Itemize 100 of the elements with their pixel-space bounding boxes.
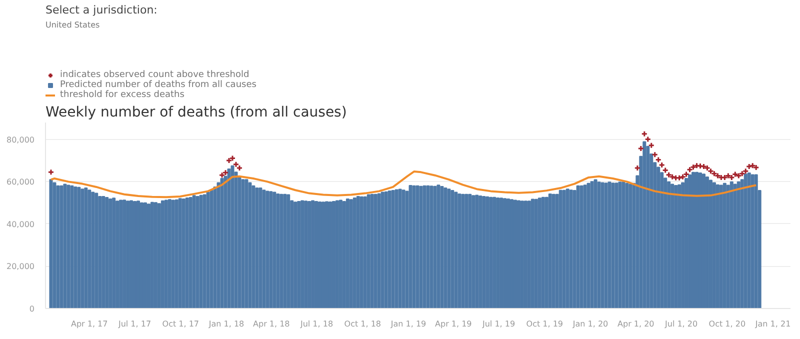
- bar: [618, 182, 622, 308]
- line-series: [50, 170, 758, 198]
- bar: [583, 184, 587, 308]
- bar: [611, 182, 615, 308]
- bar: [576, 185, 580, 308]
- point: [676, 174, 683, 182]
- bar: [244, 179, 248, 308]
- bar: [426, 185, 430, 308]
- bar: [199, 194, 203, 308]
- point: [735, 172, 742, 180]
- bar: [269, 191, 273, 308]
- point: [707, 168, 714, 174]
- point: [718, 174, 724, 181]
- x-tick-label: Oct 1, 19: [526, 320, 564, 328]
- bar: [622, 182, 626, 308]
- point: [652, 151, 658, 158]
- point: [680, 174, 686, 180]
- x-tick-label: Jul 1, 20: [664, 320, 698, 328]
- bar: [66, 184, 70, 308]
- point: [700, 163, 707, 170]
- y-tick-label: 60,000: [6, 178, 35, 187]
- bar: [255, 188, 259, 308]
- point: [738, 170, 746, 177]
- x-tick-label: Apr 1, 18: [253, 320, 290, 328]
- bar: [569, 190, 573, 308]
- bar: [750, 174, 754, 308]
- bar: [394, 189, 398, 308]
- text: United States: [46, 20, 100, 30]
- point: [662, 167, 669, 174]
- legend-label: indicates observed count above threshold: [60, 70, 250, 80]
- bar: [600, 182, 604, 308]
- bar: [416, 185, 420, 308]
- text: Select a jurisdiction:: [46, 4, 158, 16]
- x-tick-label: Apr 1, 20: [618, 320, 654, 328]
- bar: [136, 200, 140, 308]
- bar: [422, 185, 426, 308]
- point: [218, 172, 226, 178]
- legend-label: threshold for excess deaths: [60, 90, 184, 100]
- bar: [202, 194, 206, 308]
- bar: [384, 191, 388, 308]
- x-tick-label: Jul 1, 18: [299, 320, 334, 328]
- bar: [388, 190, 392, 308]
- point: [672, 174, 680, 182]
- bar: [230, 165, 234, 308]
- bar: [586, 182, 590, 308]
- bar: [402, 190, 406, 308]
- point: [710, 170, 718, 177]
- bar: [60, 185, 64, 308]
- bar: [444, 188, 448, 308]
- bar: [252, 185, 256, 308]
- bar: [440, 186, 444, 308]
- y-tick-label: 40,000: [6, 220, 35, 229]
- point: [714, 172, 721, 180]
- point: [641, 130, 648, 138]
- bar: [580, 185, 584, 308]
- bar: [248, 182, 252, 308]
- bar: [510, 199, 514, 308]
- point: [752, 164, 760, 171]
- x-tick-label: Oct 1, 17: [162, 320, 200, 328]
- bar: [391, 190, 395, 308]
- point: [721, 174, 728, 181]
- bar: [56, 185, 60, 308]
- bar: [454, 192, 458, 308]
- bar: [590, 181, 594, 308]
- bar: [625, 182, 629, 308]
- bar: [52, 182, 56, 308]
- point: [749, 162, 756, 169]
- point: [704, 164, 710, 172]
- point: [638, 145, 644, 152]
- y-tick-label: 80,000: [6, 135, 35, 144]
- x-tick-label: Jan 1, 19: [390, 320, 426, 328]
- x-tick-label: Jan 1, 21: [754, 320, 791, 328]
- point: [724, 172, 732, 180]
- point: [648, 142, 655, 149]
- bar: [642, 141, 646, 308]
- x-tick-label: Jan 1, 20: [572, 320, 608, 328]
- bar: [216, 182, 220, 308]
- bar: [213, 186, 217, 308]
- x-tick-label: Apr 1, 19: [435, 320, 472, 328]
- bar: [74, 186, 78, 308]
- bar: [63, 184, 67, 308]
- y-tick-label: 0: [29, 304, 35, 314]
- point: [222, 169, 229, 176]
- bar: [210, 190, 214, 308]
- point: [694, 162, 700, 169]
- point: [728, 174, 735, 181]
- bar: [206, 192, 210, 308]
- bar: [608, 182, 612, 308]
- bar: [433, 186, 437, 308]
- bar: [398, 188, 402, 308]
- legend-label: Predicted number of deaths from all causes: [60, 80, 256, 90]
- point: [232, 161, 240, 168]
- bar: [694, 172, 699, 308]
- point: [669, 174, 676, 180]
- bar: [377, 193, 381, 308]
- bar: [614, 182, 618, 308]
- bar: [77, 186, 81, 308]
- bar: [80, 188, 84, 308]
- bar: [192, 195, 196, 308]
- bar: [419, 186, 423, 308]
